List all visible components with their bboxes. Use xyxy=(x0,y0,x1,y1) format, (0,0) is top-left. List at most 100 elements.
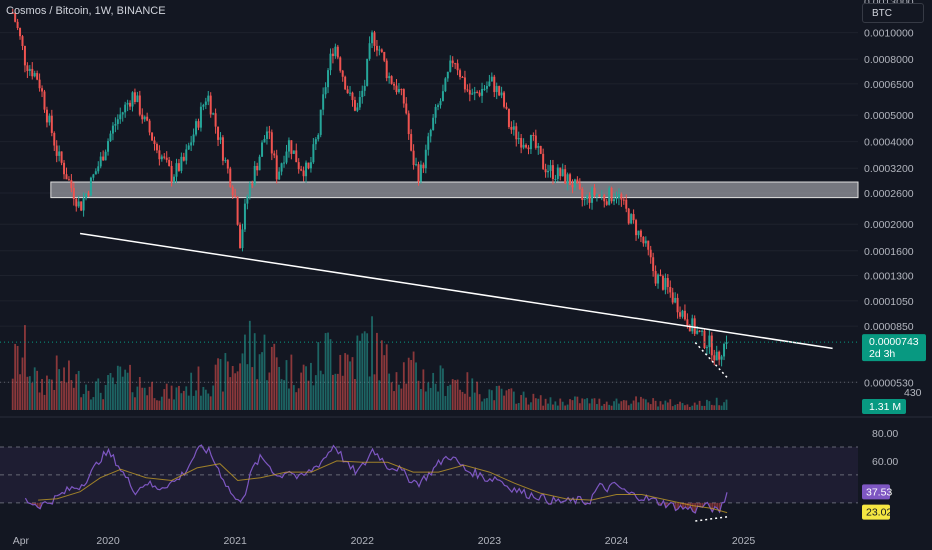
currency-badge[interactable]: BTC xyxy=(862,3,924,23)
volume-bar xyxy=(393,391,395,410)
candle-body xyxy=(124,104,127,113)
candle-body xyxy=(471,93,474,95)
volume-bar xyxy=(662,404,664,410)
volume-bar xyxy=(92,397,95,410)
volume-bar xyxy=(270,346,273,410)
time-axis[interactable]: Apr 2020 2021 2022 2023 2024 2025 xyxy=(13,535,756,547)
candle-body xyxy=(461,76,464,78)
candle-body xyxy=(148,120,151,133)
candle-body xyxy=(75,199,78,207)
candle-body xyxy=(720,356,723,360)
volume-bar xyxy=(224,353,227,410)
volume-bar xyxy=(129,364,131,410)
candle-body xyxy=(151,132,154,141)
candle-body xyxy=(341,70,344,77)
volume-bar xyxy=(185,386,188,410)
candle-body xyxy=(153,140,156,145)
price-tick-label: 0.0008000 xyxy=(864,54,914,66)
volume-bar xyxy=(192,395,195,410)
candle-body xyxy=(107,141,110,152)
candle-body xyxy=(701,330,704,332)
volume-bar xyxy=(31,382,34,410)
volume-bar xyxy=(591,398,593,410)
volume-bar xyxy=(578,403,581,410)
candle-body xyxy=(21,36,24,47)
volume-bars xyxy=(11,316,728,410)
candle-body xyxy=(45,109,48,123)
volume-bar xyxy=(163,389,166,410)
volume-bar xyxy=(170,385,173,410)
candle-body xyxy=(141,114,144,120)
volume-bar xyxy=(686,404,689,410)
price-tick-label: 0.0001050 xyxy=(864,296,914,308)
volume-bar xyxy=(620,401,623,410)
volume-bar xyxy=(569,399,571,410)
candle-body xyxy=(239,224,242,249)
volume-bar xyxy=(508,388,510,410)
volume-bar xyxy=(349,361,351,410)
volume-bar xyxy=(55,355,58,410)
volume-bar xyxy=(241,353,244,410)
candle-body xyxy=(322,94,325,110)
volume-bar xyxy=(124,369,127,410)
candle-body xyxy=(212,113,215,115)
candle-body xyxy=(263,138,266,143)
candle-body xyxy=(605,201,608,205)
candle-body xyxy=(358,97,361,108)
candle-body xyxy=(67,179,70,181)
candle-body xyxy=(503,92,506,107)
candle-body xyxy=(485,86,488,89)
candle-body xyxy=(468,90,471,95)
candle-body xyxy=(576,179,579,184)
rsi-value-label: 37.53 xyxy=(866,486,892,498)
volume-bar xyxy=(422,369,425,410)
candle-body xyxy=(251,184,254,186)
volume-bar xyxy=(87,390,90,410)
price-tick-label: 0.0010000 xyxy=(864,28,914,40)
volume-bar xyxy=(566,404,569,410)
price-tick-label: 0.0003200 xyxy=(864,163,914,175)
volume-bar xyxy=(58,369,61,410)
volume-bar xyxy=(713,405,716,410)
volume-bar xyxy=(97,378,100,410)
volume-bar xyxy=(517,403,520,410)
candle-body xyxy=(297,162,300,170)
trendline[interactable] xyxy=(79,232,833,350)
volume-bar xyxy=(723,402,725,410)
candle-body xyxy=(77,201,80,207)
volume-bar xyxy=(90,399,92,410)
price-gridlines xyxy=(0,32,932,418)
candle-body xyxy=(109,133,112,142)
candle-body xyxy=(500,92,503,96)
candle-body xyxy=(143,116,146,120)
candle-body xyxy=(236,197,239,225)
candle-body xyxy=(270,132,273,154)
candle-body xyxy=(97,166,100,172)
candle-body xyxy=(371,32,374,44)
candle-body xyxy=(664,278,667,290)
volume-bar xyxy=(385,344,388,410)
volume-bar xyxy=(547,403,549,410)
candle-body xyxy=(542,153,545,170)
candle-body xyxy=(248,184,251,197)
volume-bar xyxy=(358,340,361,410)
volume-bar xyxy=(398,384,400,410)
volume-bar xyxy=(156,400,158,410)
candle-body xyxy=(564,169,567,184)
candle-body xyxy=(581,188,584,201)
candle-body xyxy=(598,194,601,196)
candle-body xyxy=(165,157,168,160)
candle-body xyxy=(652,257,655,272)
candle-body xyxy=(534,135,537,148)
candle-body xyxy=(698,330,701,332)
volume-bar xyxy=(268,372,271,410)
volume-bar xyxy=(432,372,435,410)
volume-bar xyxy=(109,372,112,410)
volume-bar xyxy=(427,382,430,410)
volume-bar xyxy=(703,405,706,410)
price-tick-label: 0.0005000 xyxy=(864,110,914,122)
volume-bar xyxy=(300,372,303,410)
candle-body xyxy=(380,49,383,52)
